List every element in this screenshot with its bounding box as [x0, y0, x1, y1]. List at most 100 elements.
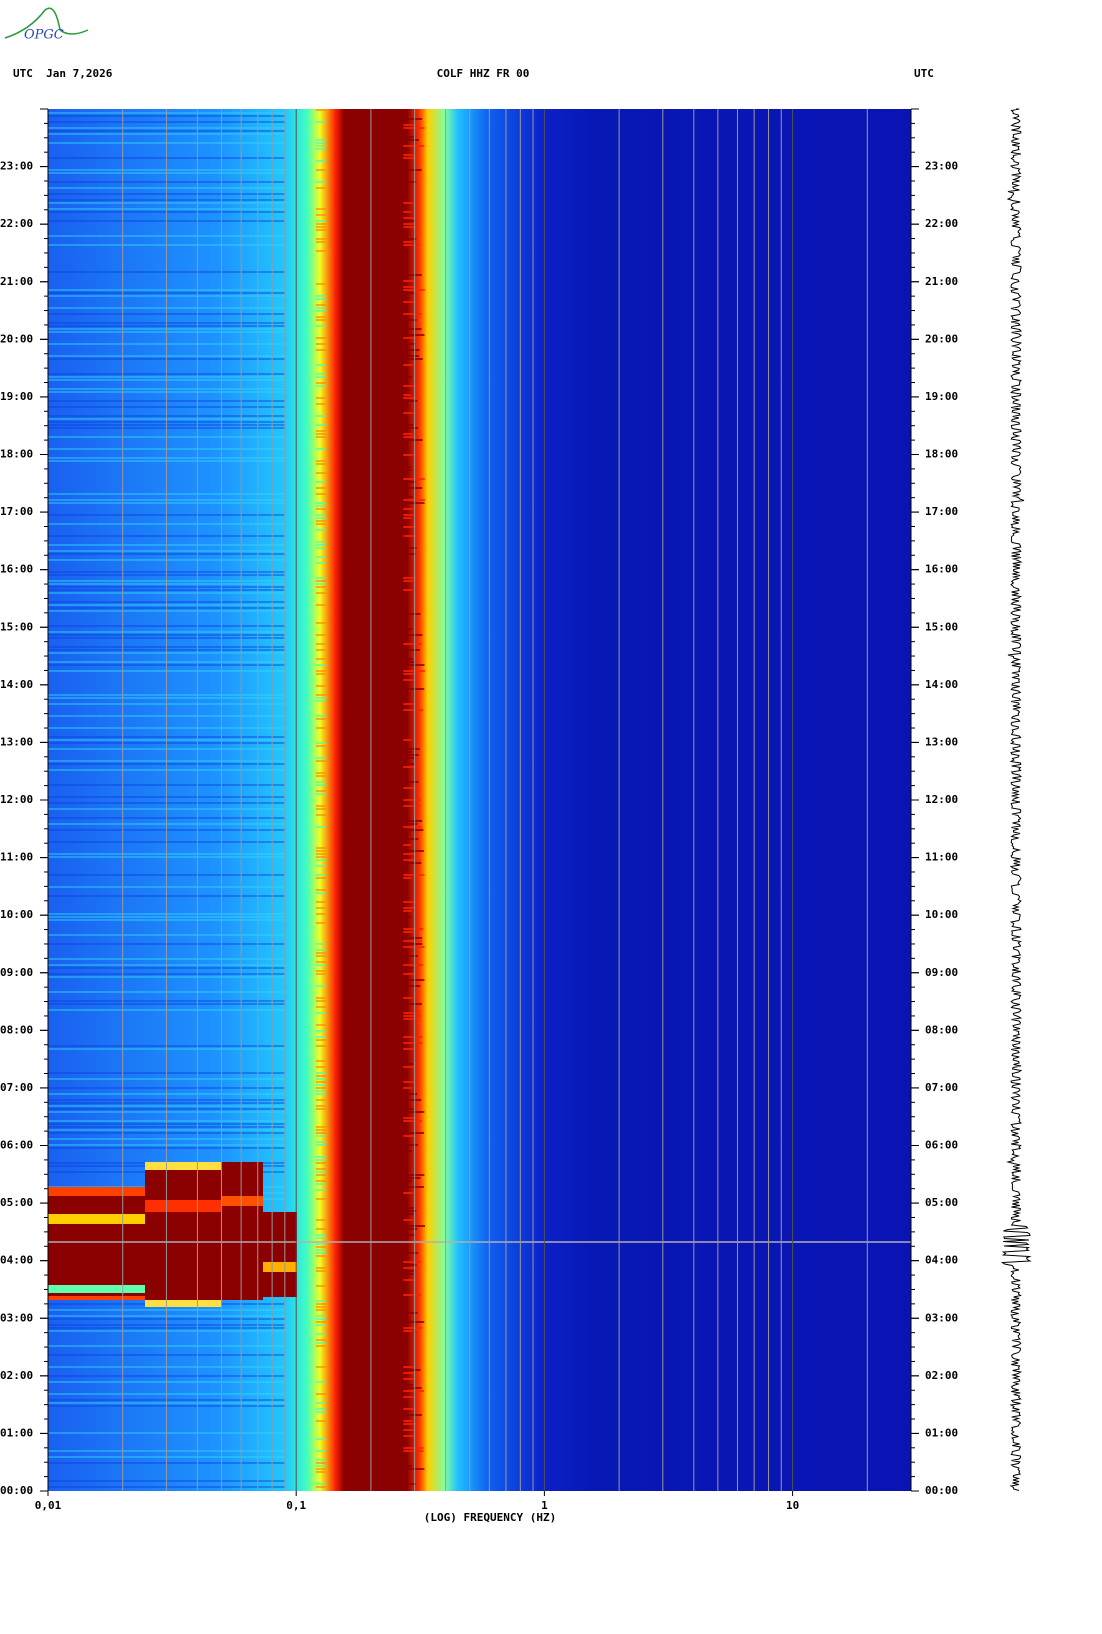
stripe	[403, 1465, 413, 1467]
stripe	[315, 1156, 326, 1158]
stripe	[315, 1132, 326, 1134]
stripe	[315, 1141, 326, 1143]
stripe	[403, 628, 413, 630]
stripe	[315, 1135, 326, 1137]
stripe	[315, 238, 326, 240]
stripe	[315, 586, 326, 588]
stripe	[315, 376, 326, 378]
stripe	[315, 1105, 326, 1107]
stripe	[315, 463, 326, 465]
y-tick-label: 19:00	[0, 390, 33, 403]
stripe	[315, 250, 326, 252]
stripe	[315, 670, 326, 672]
y-tick-label-right: 11:00	[925, 851, 958, 864]
stripe	[403, 1270, 414, 1272]
stripe	[315, 859, 326, 861]
stripe	[315, 460, 326, 462]
stripe	[403, 454, 419, 456]
stripe	[315, 382, 326, 384]
y-tick-label-right: 17:00	[925, 505, 958, 518]
y-tick-label-right: 10:00	[925, 908, 958, 921]
stripe	[315, 1462, 326, 1464]
stripe	[403, 613, 421, 615]
stripe	[315, 1420, 326, 1422]
stripe	[315, 634, 326, 636]
stripe	[403, 859, 421, 861]
stripe	[403, 394, 412, 396]
stripe	[403, 508, 414, 510]
stripe	[315, 529, 326, 531]
stripe	[403, 1369, 421, 1371]
y-tick-label: 03:00	[0, 1311, 33, 1324]
y-tick-label: 11:00	[0, 851, 33, 864]
stripe	[403, 1207, 414, 1209]
stripe	[403, 1135, 419, 1137]
stripe	[403, 223, 414, 225]
stripe	[315, 148, 326, 150]
y-tick-label-right: 06:00	[925, 1139, 958, 1152]
stripe	[403, 763, 416, 765]
stripe	[315, 1162, 326, 1164]
stripe	[403, 220, 415, 222]
stripe	[403, 1279, 420, 1281]
stripe	[315, 1468, 326, 1470]
y-tick-label: 22:00	[0, 217, 33, 230]
stripe	[403, 823, 418, 825]
stripe	[403, 274, 422, 276]
stripe	[315, 745, 326, 747]
stripe	[315, 877, 326, 879]
stripe	[315, 808, 326, 810]
y-tick-label: 00:00	[0, 1484, 33, 1497]
stripe	[315, 1300, 326, 1302]
stripe	[315, 1486, 326, 1488]
stripe	[315, 310, 326, 312]
stripe	[403, 481, 416, 483]
stripe	[315, 181, 326, 183]
stripe	[315, 772, 326, 774]
stripe	[315, 517, 326, 519]
stripe	[315, 403, 326, 405]
stripe	[403, 826, 422, 828]
stripe	[403, 580, 414, 582]
stripe	[403, 433, 414, 435]
stripe	[315, 508, 326, 510]
stripe	[315, 1180, 326, 1182]
stripe	[315, 1243, 326, 1245]
stripe	[403, 1042, 423, 1044]
stripe	[315, 1183, 326, 1185]
stripe	[315, 472, 326, 474]
stripe	[403, 1228, 418, 1230]
y-tick-label: 21:00	[0, 275, 33, 288]
y-tick-label: 16:00	[0, 563, 33, 576]
stripe	[403, 1012, 418, 1014]
stripe	[403, 1048, 416, 1050]
stripe	[315, 793, 326, 795]
stripe	[403, 901, 418, 903]
stripe	[403, 1447, 424, 1449]
stripe	[403, 1387, 422, 1389]
stripe	[403, 577, 417, 579]
stripe	[403, 496, 413, 498]
y-tick-label: 07:00	[0, 1081, 33, 1094]
stripe	[403, 397, 420, 399]
stripe	[403, 499, 425, 501]
stripe	[403, 1468, 425, 1470]
stripe	[315, 220, 326, 222]
stripe	[315, 448, 326, 450]
stripe	[403, 1081, 416, 1083]
stripe	[315, 1411, 326, 1413]
stripe	[403, 1234, 415, 1236]
stripe	[403, 1330, 413, 1332]
stripe	[315, 1459, 326, 1461]
stripe	[315, 943, 326, 945]
stripe	[315, 241, 326, 243]
stripe	[403, 1063, 413, 1065]
stripe	[315, 727, 326, 729]
stripe	[403, 202, 414, 204]
stripe	[315, 1408, 326, 1410]
stripe	[315, 160, 326, 162]
stripe	[403, 547, 417, 549]
stripe	[315, 373, 326, 375]
stripe	[403, 928, 424, 930]
y-tick-label-right: 20:00	[925, 332, 958, 345]
